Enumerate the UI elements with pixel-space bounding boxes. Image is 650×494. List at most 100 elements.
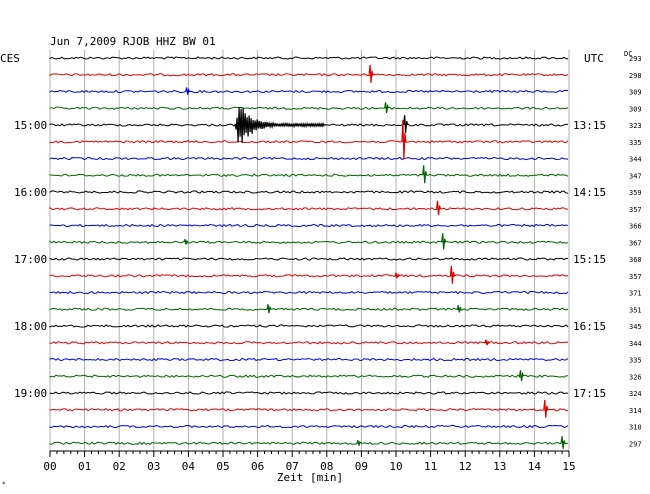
trace-row-23 [49,441,569,445]
trace-row-21 [49,408,569,412]
trace-row-1 [49,73,569,77]
event-mark-13 [456,305,462,313]
dc-value-label: 371 [629,290,642,298]
trace-row-9 [49,206,568,211]
event-mark-18 [560,436,566,449]
traces-group [49,56,569,445]
dc-value-label: 310 [629,424,642,432]
dc-value-label: 359 [629,189,642,197]
trace-row-6 [49,156,569,161]
trace-row-20 [49,391,569,395]
x-tick-label-12: 12 [459,460,472,473]
trace-row-12 [49,257,569,261]
dc-value-label: 314 [629,407,642,415]
left-hour-label: 15:00 [14,119,47,132]
trace-row-18 [49,357,569,362]
dc-value-label: 335 [629,139,642,147]
left-hour-label: 19:00 [14,387,47,400]
dc-value-label: 345 [629,323,642,331]
dc-value-label: 357 [629,206,642,214]
dc-value-label: 293 [629,55,642,63]
left-hour-label: 16:00 [14,186,47,199]
right-hour-label: 14:15 [573,186,606,199]
event-mark-10 [449,265,455,284]
trace-row-7 [49,173,569,177]
event-mark-14 [484,339,490,346]
event-mark-12 [266,304,272,314]
x-tick-label-14: 14 [528,460,542,473]
event-mark-17 [356,440,362,446]
trace-row-16 [49,324,569,328]
chart-title: Jun 7,2009 RJOB HHZ BW 01 [50,35,216,48]
trace-row-5 [49,139,569,144]
dc-label: DC [624,50,632,58]
x-tick-label-13: 13 [493,460,506,473]
trace-row-0 [49,56,569,60]
left-hour-label: 18:00 [14,320,47,333]
event-mark-8 [183,239,189,245]
right-hour-label: 17:15 [573,387,606,400]
x-tick-label-08: 08 [320,460,333,473]
event-mark-4 [403,114,409,134]
dc-value-label: 309 [629,89,642,97]
event-mark-16 [543,399,549,418]
event-mark-3 [234,107,325,143]
dc-value-label: 323 [629,122,642,130]
dc-value-label: 309 [629,105,642,113]
x-tick-label-07: 07 [286,460,299,473]
trace-row-19 [49,374,569,379]
left-hour-label: 17:00 [14,253,47,266]
dc-value-label: 357 [629,273,642,281]
trace-row-8 [49,190,569,194]
dc-value-label: 298 [629,72,642,80]
dc-value-label: 326 [629,373,642,381]
trace-row-3 [49,106,569,110]
dc-value-label: 344 [629,156,642,164]
dc-value-label: 344 [629,340,642,348]
x-tick-label-04: 04 [182,460,196,473]
trace-row-15 [49,307,569,311]
dc-value-label: 347 [629,172,642,180]
event-mark-9 [441,233,447,250]
x-tick-label-02: 02 [113,460,126,473]
event-mark-6 [422,165,428,184]
x-tick-label-03: 03 [147,460,160,473]
events-group [183,64,566,449]
x-axis-label: Zeit [min] [277,471,343,484]
x-axis: 00 01 02 03 04 05 06 07 08 09 10 11 12 13 14 15 [43,450,576,473]
event-mark-1 [185,87,191,95]
corner-mark: * [2,481,6,488]
x-tick-label-05: 05 [216,460,229,473]
event-mark-15 [518,370,525,382]
row-labels: 15:00 16:00 17:00 18:00 19:00 13:15 14:15 15:15… [14,55,642,448]
dc-value-label: 351 [629,306,642,314]
trace-row-13 [49,274,569,278]
grid [49,50,570,452]
trace-row-2 [49,89,569,94]
event-mark-2 [384,102,390,114]
right-hour-label: 16:15 [573,320,606,333]
dc-value-label: 366 [629,223,642,231]
event-mark-11 [394,272,400,279]
right-hour-label: 15:15 [573,253,606,266]
x-tick-label-10: 10 [389,460,402,473]
right-hour-label: 13:15 [573,119,606,132]
x-tick-label-01: 01 [78,460,91,473]
trace-row-22 [49,424,569,429]
dc-value-label: 367 [629,239,642,247]
left-timezone-label: CES [0,52,20,65]
event-mark-5 [401,119,407,160]
x-tick-label-15: 15 [562,460,575,473]
x-tick-label-11: 11 [424,460,437,473]
trace-row-17 [49,340,569,345]
event-mark-7 [435,200,442,216]
event-mark-0 [368,64,374,83]
dc-value-label: 360 [629,256,642,264]
x-tick-label-06: 06 [251,460,264,473]
trace-row-11 [49,240,569,244]
dc-value-label: 297 [629,440,642,448]
trace-row-10 [49,223,569,228]
dc-value-label: 335 [629,357,642,365]
trace-row-14 [49,290,569,295]
